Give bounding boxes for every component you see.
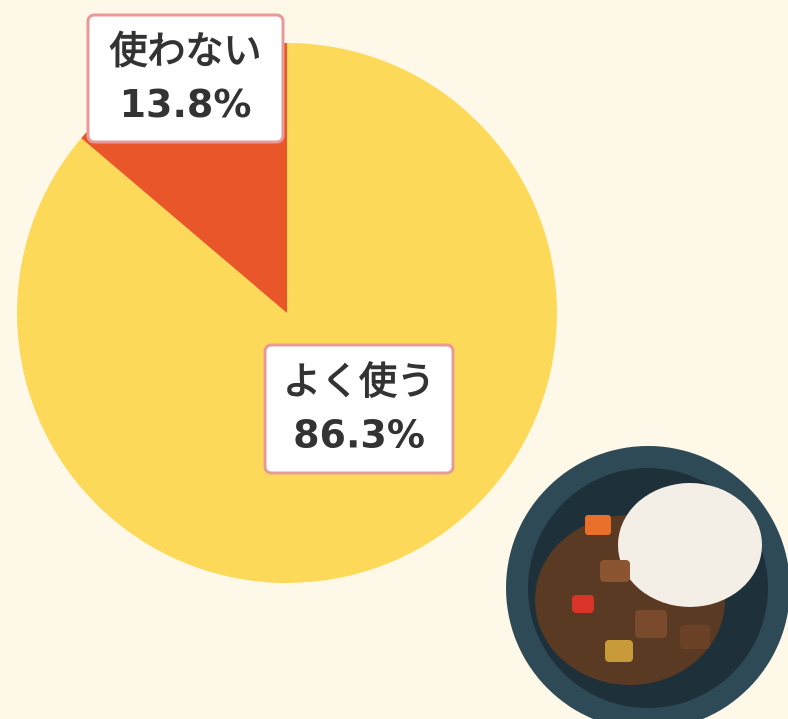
meat — [635, 610, 667, 638]
category-label: よく使う — [283, 359, 435, 403]
potato — [605, 640, 633, 662]
curry-illustration — [506, 446, 788, 719]
meat — [600, 560, 630, 582]
category-label: 使わない — [109, 29, 261, 73]
meat — [680, 625, 710, 649]
value-label: 86.3% — [293, 413, 425, 457]
pepper — [572, 595, 594, 613]
chart: よく使う 86.3% 使わない 13.8% — [0, 0, 788, 719]
page: よく使う86.3%使わない13.8% (() => { const data =… — [0, 0, 788, 719]
rice — [618, 483, 762, 607]
carrot — [585, 515, 611, 535]
value-label: 13.8% — [120, 82, 252, 126]
